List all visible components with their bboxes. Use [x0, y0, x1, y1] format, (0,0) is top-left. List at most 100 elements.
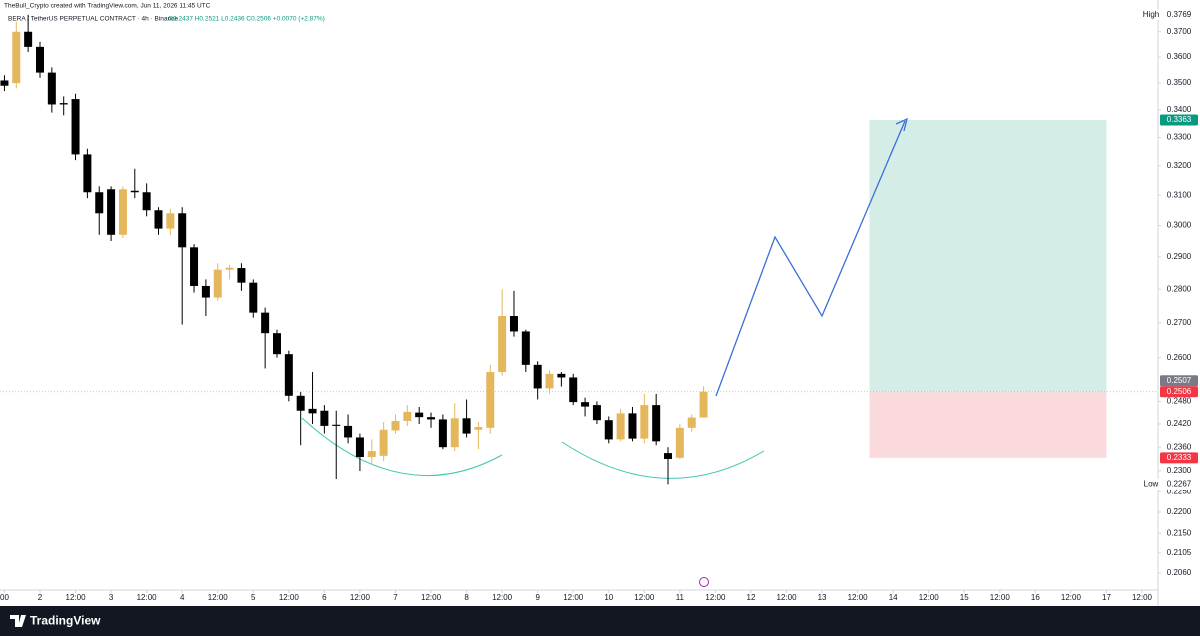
candle-body	[320, 410, 329, 426]
y-tick-label: 0.2105	[1167, 548, 1192, 557]
candle-body	[83, 154, 92, 193]
candle-body	[628, 413, 637, 439]
projection-path	[715, 120, 906, 397]
credit: TheBull_Crypto created with TradingView.…	[4, 3, 211, 10]
x-tick-label: 9	[535, 593, 540, 602]
x-tick-label: 00	[0, 593, 9, 602]
candle-body	[344, 425, 353, 438]
x-tick-label: 12:00	[919, 593, 940, 602]
ohlc-legend: O0.2437 H0.2521 L0.2436 C0.2506 +0.0070 …	[168, 16, 325, 23]
candle-body	[450, 418, 459, 448]
candle-body	[213, 269, 222, 298]
footer	[0, 606, 1200, 636]
candle-body	[355, 437, 364, 458]
projection-arrowhead	[895, 117, 908, 132]
price-label-box	[1160, 386, 1198, 398]
candle-body	[166, 213, 175, 229]
candle-body	[95, 192, 104, 214]
y-tick-label: 0.3100	[1167, 190, 1192, 199]
candle-body	[130, 190, 139, 193]
candle-body	[24, 31, 33, 47]
price-tag-box	[1140, 478, 1160, 490]
price-label: 0.3363	[1167, 115, 1192, 124]
candle-body	[486, 372, 495, 428]
candle-body	[367, 451, 376, 458]
x-tick-label: 12:00	[492, 593, 513, 602]
price-label-box	[1160, 478, 1198, 490]
x-tick-label: 12:00	[563, 593, 584, 602]
y-tick-label: 0.2150	[1167, 528, 1192, 537]
x-tick-label: 6	[322, 593, 327, 602]
candle-body	[284, 354, 293, 396]
candle-body	[59, 103, 68, 105]
candle-body	[261, 312, 270, 334]
x-tick-label: 3	[109, 593, 114, 602]
candle-body	[533, 364, 542, 389]
price-label: 0.2507	[1167, 376, 1192, 385]
price-label-box	[1160, 452, 1198, 464]
x-tick-label: 12:00	[1132, 593, 1153, 602]
candle-body	[225, 267, 234, 270]
price-label: 0.2333	[1167, 453, 1192, 462]
price-label: 0.2267	[1167, 479, 1192, 488]
price-label: 0.2506	[1167, 387, 1192, 396]
y-tick-label: 0.2900	[1167, 252, 1192, 261]
candle-body	[272, 333, 281, 355]
candle-body	[391, 420, 400, 431]
candle-body	[190, 247, 199, 286]
y-tick-label: 0.3200	[1167, 161, 1192, 170]
price-label-box	[1160, 375, 1198, 387]
price-tag: Low	[1144, 479, 1159, 488]
y-tick-label: 0.3500	[1167, 78, 1192, 87]
x-tick-label: 12:00	[137, 593, 158, 602]
x-tick-label: 12:00	[350, 593, 371, 602]
candle-body	[142, 192, 151, 211]
x-tick-label: 12:00	[66, 593, 87, 602]
x-tick-label: 13	[818, 593, 827, 602]
x-tick-label: 15	[960, 593, 969, 602]
y-tick-label: 0.3600	[1167, 52, 1192, 61]
candle-body	[118, 189, 127, 235]
candle-body	[462, 418, 471, 434]
y-tick-label: 0.3300	[1167, 133, 1192, 142]
candle-body	[604, 420, 613, 440]
candle-body	[521, 331, 530, 365]
candle-body	[201, 285, 210, 298]
candle-body	[687, 417, 696, 428]
candle-body	[592, 405, 601, 421]
candle-body	[474, 427, 483, 430]
y-tick-label: 0.2250	[1167, 486, 1192, 495]
candle-body	[664, 453, 673, 460]
candle-body	[640, 405, 649, 439]
position-layer	[0, 119, 1158, 458]
candle-body	[379, 429, 388, 456]
price-label-box	[1160, 9, 1198, 21]
x-tick-label: 16	[1031, 593, 1040, 602]
brand-logo	[10, 615, 26, 627]
y-tick-label: 0.2600	[1167, 353, 1192, 362]
candle-body	[35, 46, 44, 73]
x-tick-label: 12:00	[421, 593, 442, 602]
x-tick-label: 5	[251, 593, 256, 602]
y-tick-label: 0.2700	[1167, 318, 1192, 327]
x-tick-label: 12	[747, 593, 756, 602]
x-tick-label: 12:00	[634, 593, 655, 602]
candle-body	[616, 413, 625, 440]
candle-body	[675, 427, 684, 458]
x-tick-label: 7	[393, 593, 398, 602]
y-tick-label: 0.2200	[1167, 507, 1192, 516]
candle-body	[545, 373, 554, 389]
x-tick-label: 12:00	[208, 593, 229, 602]
event-marker	[699, 577, 709, 587]
candle-body	[178, 213, 187, 248]
price-label: 0.3769	[1167, 10, 1192, 19]
y-tick-label: 0.3400	[1167, 105, 1192, 114]
candle-body	[12, 31, 21, 84]
price-tag-box	[1140, 9, 1160, 21]
x-tick-label: 8	[464, 593, 469, 602]
x-tick-label: 10	[604, 593, 613, 602]
y-tick-label: 0.3700	[1167, 27, 1192, 36]
y-tick-label: 0.2420	[1167, 419, 1192, 428]
